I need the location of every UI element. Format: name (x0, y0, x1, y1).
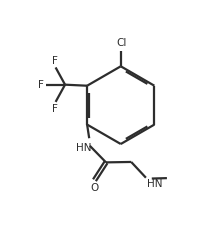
Text: F: F (52, 104, 58, 114)
Text: O: O (90, 183, 98, 193)
Text: HN: HN (76, 143, 92, 153)
Text: F: F (52, 56, 58, 66)
Text: Cl: Cl (117, 38, 127, 48)
Text: HN: HN (147, 179, 163, 189)
Text: F: F (38, 80, 44, 90)
